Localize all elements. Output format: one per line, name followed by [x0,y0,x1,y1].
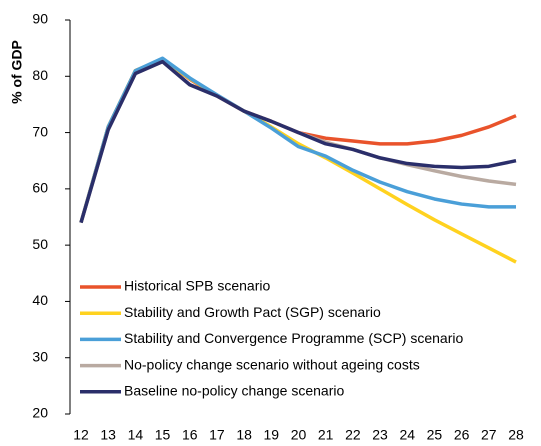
y-tick-label: 20 [32,405,48,421]
y-tick-label: 70 [32,123,48,139]
x-tick-label: 16 [182,427,198,443]
legend-label: Historical SPB scenario [124,278,270,294]
x-tick-label: 24 [399,427,415,443]
x-tick-label: 22 [345,427,361,443]
legend-label: No-policy change scenario without ageing… [124,356,420,372]
y-tick-label: 60 [32,180,48,196]
y-tick-label: 90 [32,11,48,27]
x-tick-label: 13 [100,427,116,443]
x-tick-label: 26 [454,427,470,443]
x-tick-label: 27 [481,427,497,443]
x-tick-label: 12 [73,427,89,443]
x-tick-label: 25 [427,427,443,443]
line [79,56,516,224]
y-tick-label: 30 [32,348,48,364]
x-tick-label: 28 [508,427,524,443]
legend-label: Stability and Convergence Programme (SCP… [124,330,463,346]
x-tick-label: 21 [318,427,334,443]
y-tick-label: 40 [32,292,48,308]
x-tick-label: 20 [291,427,307,443]
y-tick-label: 50 [32,236,48,252]
x-tick-label: 15 [155,427,171,443]
x-tick-label: 14 [128,427,144,443]
y-axis-label: % of GDP [9,40,25,104]
x-tick-label: 23 [372,427,388,443]
x-tick-label: 17 [209,427,225,443]
y-tick-label: 80 [32,67,48,83]
line [79,57,517,224]
x-tick-label: 18 [236,427,252,443]
legend-label: Baseline no-policy change scenario [124,383,344,399]
x-tick-label: 19 [264,427,280,443]
legend-label: Stability and Growth Pact (SGP) scenario [124,304,381,320]
line [79,59,517,224]
line [79,57,517,264]
